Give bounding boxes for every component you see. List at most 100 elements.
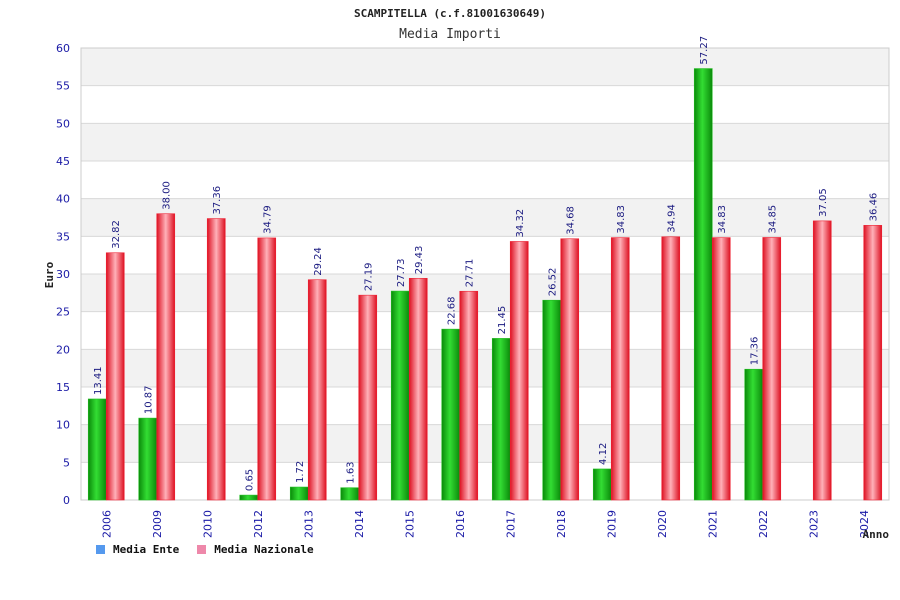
data-label: 37.36 [212, 186, 223, 215]
y-tick-label: 60 [56, 42, 70, 55]
y-tick-label: 5 [63, 456, 70, 469]
x-tick-label: 2010 [201, 510, 214, 538]
data-label: 1.72 [295, 461, 306, 483]
data-label: 17.36 [750, 337, 761, 366]
bar-media-nazionale [156, 213, 176, 501]
y-tick-label: 20 [56, 343, 70, 356]
bar-media-ente [542, 299, 562, 501]
legend-label-nazionale: Media Nazionale [214, 543, 314, 556]
y-tick-label: 10 [56, 419, 70, 432]
y-tick-label: 0 [63, 494, 70, 507]
bar-media-nazionale [459, 290, 479, 501]
bar-media-nazionale [560, 238, 580, 501]
bar-media-nazionale [307, 279, 327, 501]
bar-media-nazionale [509, 241, 529, 501]
data-label: 29.24 [313, 247, 324, 276]
bar-media-nazionale [206, 218, 226, 501]
x-tick-label: 2020 [656, 510, 669, 538]
data-label: 32.82 [111, 220, 122, 249]
data-label: 26.52 [548, 268, 559, 297]
bar-media-ente [289, 486, 309, 501]
data-label: 57.27 [699, 36, 710, 65]
chart-title: SCAMPITELLA (c.f.81001630649) [354, 7, 546, 20]
bar-media-nazionale [762, 237, 782, 501]
grid-band [81, 48, 889, 86]
data-label: 37.05 [818, 188, 829, 217]
bar-media-ente [592, 468, 612, 501]
data-label: 27.73 [396, 258, 407, 287]
x-tick-label: 2014 [353, 510, 366, 538]
y-axis-label: Euro [43, 261, 56, 288]
bar-media-ente [138, 417, 158, 501]
bar-media-ente [87, 398, 107, 501]
plot-border [80, 47, 890, 501]
plot-area: 0 5 10 15 20 25 30 35 40 45 50 55 60 13.41 32.82 2006 10… [56, 36, 890, 538]
data-label: 0.65 [245, 469, 256, 491]
x-tick-label: 2006 [100, 510, 113, 538]
legend-swatch-ente [96, 545, 105, 554]
bar-media-nazionale [257, 237, 277, 501]
grid-band [81, 123, 889, 161]
y-tick-label: 25 [56, 306, 70, 319]
y-tick-label: 40 [56, 193, 70, 206]
y-tick-label: 50 [56, 117, 70, 130]
x-tick-label: 2018 [555, 510, 568, 538]
data-label: 21.45 [497, 306, 508, 335]
x-tick-label: 2021 [706, 510, 719, 538]
data-label: 38.00 [162, 181, 173, 210]
bar-media-nazionale [408, 277, 428, 501]
bar-media-nazionale [863, 225, 883, 501]
x-tick-label: 2016 [454, 510, 467, 538]
bar-media-ente [340, 487, 360, 501]
legend-swatch-nazionale [197, 545, 207, 554]
data-label: 22.68 [447, 297, 458, 326]
legend-item-nazionale: Media Nazionale [197, 543, 314, 556]
bar-media-ente [441, 328, 461, 501]
y-tick-label: 45 [56, 155, 70, 168]
data-label: 34.68 [566, 206, 577, 235]
bar-media-nazionale [105, 252, 125, 501]
data-label: 1.63 [346, 461, 357, 483]
bar-media-ente [390, 290, 410, 501]
bar-media-nazionale [711, 237, 731, 501]
y-tick-label: 30 [56, 268, 70, 281]
x-tick-label: 2013 [302, 510, 315, 538]
data-label: 34.94 [667, 204, 678, 233]
bar-media-nazionale [812, 220, 832, 501]
data-label: 4.12 [598, 443, 609, 465]
grid-band [81, 85, 889, 124]
legend: Media Ente Media Nazionale [96, 543, 314, 556]
data-label: 13.41 [93, 366, 104, 395]
data-label: 27.19 [364, 263, 375, 292]
bar-media-nazionale [358, 294, 378, 501]
data-label: 10.87 [144, 385, 155, 414]
x-tick-label: 2009 [151, 510, 164, 538]
x-tick-label: 2019 [605, 510, 618, 538]
x-tick-label: 2015 [403, 510, 416, 538]
bar-media-ente [491, 338, 511, 501]
legend-label-ente: Media Ente [113, 543, 180, 556]
x-tick-label: 2023 [807, 510, 820, 538]
y-tick-label: 15 [56, 381, 70, 394]
y-tick-label: 55 [56, 80, 70, 93]
legend-item-ente: Media Ente [96, 543, 179, 556]
bar-media-ente [693, 68, 713, 501]
x-tick-label: 2017 [504, 510, 517, 538]
data-label: 34.79 [263, 205, 274, 234]
data-label: 34.85 [768, 205, 779, 234]
data-label: 34.32 [515, 209, 526, 238]
x-tick-label: 2022 [757, 510, 770, 538]
bar-media-ente [744, 368, 764, 501]
x-axis-label: Anno [863, 528, 890, 541]
data-label: 34.83 [616, 205, 627, 234]
x-tick-label: 2012 [252, 510, 265, 538]
grid-band [81, 161, 889, 199]
chart-subtitle: Media Importi [399, 27, 501, 42]
data-label: 36.46 [869, 193, 880, 222]
y-tick-label: 35 [56, 230, 70, 243]
data-label: 27.71 [465, 259, 476, 288]
data-label: 29.43 [414, 246, 425, 275]
bar-media-ente [239, 494, 259, 501]
data-label: 34.83 [717, 205, 728, 234]
